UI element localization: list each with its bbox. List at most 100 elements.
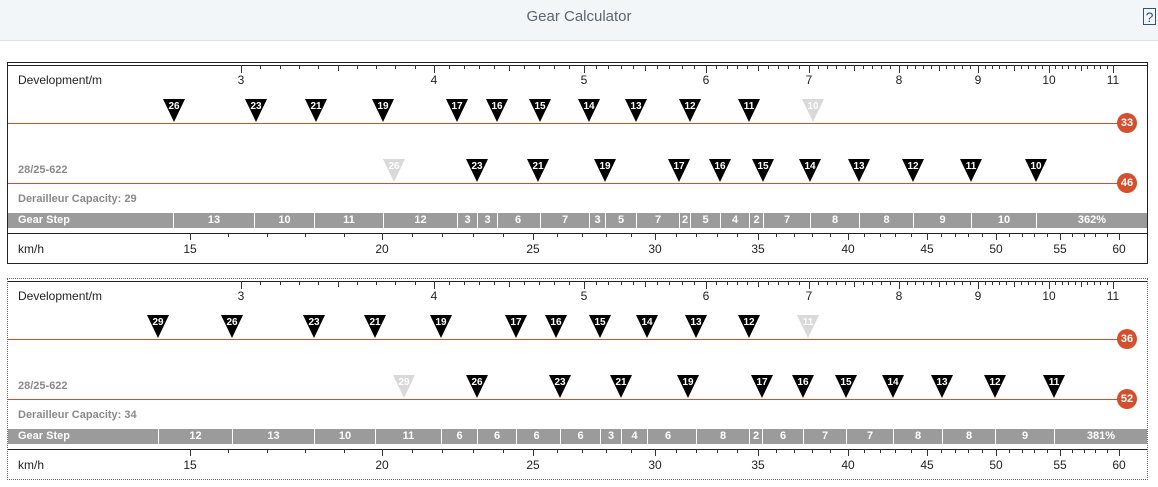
cog-marker[interactable]: 19 xyxy=(371,99,395,123)
cog-marker[interactable]: 23 xyxy=(302,315,326,339)
kmh-minor-tick xyxy=(581,449,583,453)
cog-marker[interactable]: 26 xyxy=(465,375,489,399)
cog-marker[interactable]: 15 xyxy=(751,159,775,183)
cog-marker[interactable]: 11 xyxy=(959,159,983,183)
chainring-badge[interactable]: 33 xyxy=(1117,113,1137,133)
cog-marker-inactive[interactable]: 10 xyxy=(801,99,825,123)
cog-marker[interactable]: 13 xyxy=(684,315,708,339)
cog-teeth-label: 16 xyxy=(714,161,726,172)
development-minor-tick xyxy=(395,281,397,285)
cog-marker-inactive[interactable]: 11 xyxy=(796,315,820,339)
kmh-minor-tick xyxy=(675,233,677,237)
cog-marker[interactable]: 17 xyxy=(667,159,691,183)
development-minor-tick xyxy=(1100,65,1102,69)
cog-marker[interactable]: 12 xyxy=(678,99,702,123)
cog-marker[interactable]: 15 xyxy=(528,99,552,123)
cog-marker[interactable]: 10 xyxy=(1024,159,1048,183)
cog-marker[interactable]: 11 xyxy=(1042,375,1066,399)
gear-panel-2[interactable]: Development/m 28/25-622 Derailleur Capacit… xyxy=(7,278,1148,480)
cog-marker[interactable]: 15 xyxy=(834,375,858,399)
cog-marker[interactable]: 16 xyxy=(544,315,568,339)
cog-marker[interactable]: 14 xyxy=(635,315,659,339)
cog-marker[interactable]: 15 xyxy=(588,315,612,339)
development-major-tick xyxy=(1049,281,1050,289)
cog-marker[interactable]: 14 xyxy=(577,99,601,123)
cog-marker[interactable]: 16 xyxy=(708,159,732,183)
cog-marker[interactable]: 21 xyxy=(304,99,328,123)
kmh-minor-tick xyxy=(911,449,913,453)
development-minor-tick xyxy=(726,281,728,285)
cog-marker-inactive[interactable]: 26 xyxy=(382,159,406,183)
cog-teeth-label: 13 xyxy=(853,161,865,172)
development-minor-tick xyxy=(260,65,262,69)
development-tick-label: 6 xyxy=(702,289,710,303)
wheel-size-label: 28/25-622 xyxy=(18,380,68,392)
development-tick-label: 10 xyxy=(1042,289,1056,303)
gear-step-cell: 7 xyxy=(803,429,846,444)
cog-marker[interactable]: 17 xyxy=(445,99,469,123)
kmh-minor-tick xyxy=(228,233,230,237)
cog-marker[interactable]: 19 xyxy=(676,375,700,399)
chainring-badge[interactable]: 36 xyxy=(1117,329,1137,349)
cog-marker[interactable]: 21 xyxy=(526,159,550,183)
cog-triangle-icon xyxy=(685,315,707,338)
cog-marker[interactable]: 19 xyxy=(593,159,617,183)
kmh-minor-tick xyxy=(343,449,345,453)
cog-marker[interactable]: 14 xyxy=(798,159,822,183)
cog-marker[interactable]: 29 xyxy=(146,315,170,339)
development-minor-tick xyxy=(539,65,540,69)
kmh-minor-tick xyxy=(1047,449,1049,453)
development-minor-tick xyxy=(914,281,916,285)
kmh-tick-label: 15 xyxy=(183,458,197,472)
kmh-tick-label: 20 xyxy=(375,458,389,472)
cog-marker[interactable]: 12 xyxy=(901,159,925,183)
development-minor-tick xyxy=(788,65,790,69)
cog-marker[interactable]: 17 xyxy=(504,315,528,339)
cog-teeth-label: 19 xyxy=(682,377,694,388)
development-minor-tick xyxy=(938,281,940,287)
development-minor-tick xyxy=(356,65,358,69)
development-minor-tick xyxy=(669,65,671,69)
development-major-tick xyxy=(241,65,242,73)
cog-marker[interactable]: 14 xyxy=(881,375,905,399)
development-minor-tick xyxy=(1034,281,1036,285)
cog-marker[interactable]: 23 xyxy=(465,159,489,183)
chainring-badge[interactable]: 46 xyxy=(1117,173,1137,193)
help-icon[interactable]: ? xyxy=(1143,8,1156,25)
cog-triangle-icon xyxy=(960,159,982,182)
cog-marker[interactable]: 21 xyxy=(363,315,387,339)
development-minor-tick xyxy=(757,65,759,71)
cog-marker[interactable]: 26 xyxy=(162,99,186,123)
cog-marker[interactable]: 26 xyxy=(220,315,244,339)
cog-marker[interactable]: 11 xyxy=(737,99,761,123)
cog-marker[interactable]: 21 xyxy=(609,375,633,399)
kmh-minor-tick xyxy=(982,233,984,237)
cog-marker[interactable]: 16 xyxy=(791,375,815,399)
wheel-size-label: 28/25-622 xyxy=(18,164,68,176)
cog-marker[interactable]: 12 xyxy=(737,315,761,339)
development-minor-tick xyxy=(693,281,695,285)
development-axis-line xyxy=(8,65,1147,66)
cog-marker[interactable]: 17 xyxy=(750,375,774,399)
cog-marker[interactable]: 13 xyxy=(624,99,648,123)
cog-marker[interactable]: 12 xyxy=(983,375,1007,399)
development-minor-tick xyxy=(788,281,790,285)
kmh-minor-tick xyxy=(895,449,897,453)
kmh-minor-tick xyxy=(1095,449,1097,453)
development-minor-tick xyxy=(645,281,646,287)
cog-marker-inactive[interactable]: 29 xyxy=(392,375,416,399)
cog-teeth-label: 11 xyxy=(743,101,755,112)
cog-marker[interactable]: 23 xyxy=(548,375,572,399)
cog-marker[interactable]: 13 xyxy=(930,375,954,399)
gear-step-cell: 6 xyxy=(497,213,538,228)
cog-marker[interactable]: 23 xyxy=(244,99,268,123)
cog-marker[interactable]: 13 xyxy=(847,159,871,183)
development-minor-tick xyxy=(999,281,1001,285)
kmh-minor-tick xyxy=(794,449,795,453)
development-minor-tick xyxy=(922,65,924,69)
chainring-badge[interactable]: 52 xyxy=(1117,389,1137,409)
cog-marker[interactable]: 16 xyxy=(485,99,509,123)
kmh-minor-tick xyxy=(1071,233,1073,237)
development-tick-label: 8 xyxy=(895,73,903,87)
cog-marker[interactable]: 19 xyxy=(429,315,453,339)
